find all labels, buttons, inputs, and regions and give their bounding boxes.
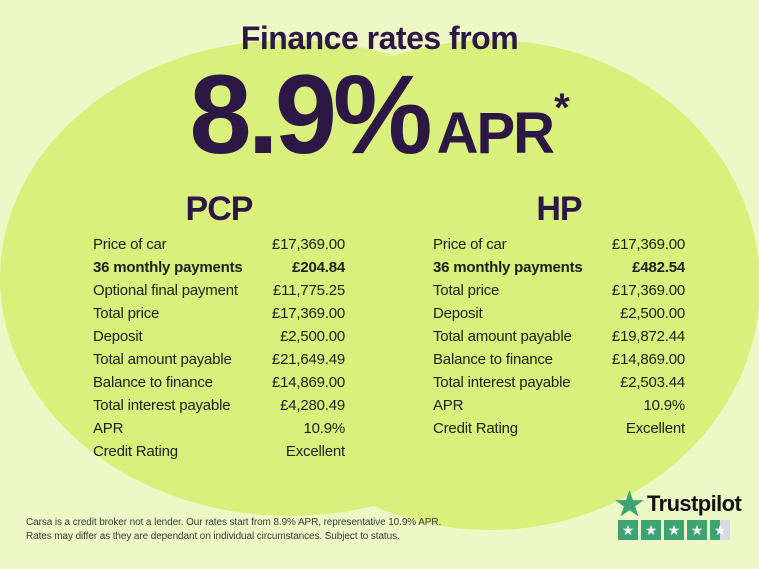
- row-label: Total amount payable: [93, 351, 232, 368]
- row-value: £4,280.49: [280, 397, 345, 414]
- row-label: APR: [433, 397, 464, 414]
- row-label: Price of car: [93, 236, 167, 253]
- row-value: Excellent: [625, 420, 685, 437]
- row-label: Balance to finance: [433, 351, 553, 368]
- row-value: 10.9%: [303, 420, 345, 437]
- row-value: £17,369.00: [611, 282, 685, 299]
- disclaimer-line: Rates may differ as they are dependant o…: [26, 530, 400, 542]
- finance-row: APR 10.9%: [93, 417, 345, 440]
- row-value: £2,500.00: [620, 305, 685, 322]
- row-value: £19,872.44: [611, 328, 685, 345]
- trustpilot-star-logo-icon: [615, 489, 644, 517]
- row-value: £21,649.49: [271, 351, 345, 368]
- row-label: Total interest payable: [93, 397, 231, 414]
- row-value: £17,369.00: [611, 236, 685, 253]
- finance-row: Price of car £17,369.00: [93, 233, 345, 256]
- trustpilot-star-icon: ★: [687, 520, 707, 540]
- background-blob-right: [220, 40, 759, 530]
- pcp-column: PCP Price of car £17,369.00 36 monthly pay…: [93, 188, 345, 463]
- finance-row: Deposit £2,500.00: [93, 325, 345, 348]
- disclaimer-line: Carsa is a credit broker not a lender. O…: [26, 517, 442, 528]
- row-label: Credit Rating: [93, 443, 178, 460]
- row-label: Balance to finance: [93, 374, 213, 391]
- finance-row: Price of car £17,369.00: [433, 233, 685, 256]
- trustpilot-star-icon: ★: [710, 520, 730, 540]
- finance-row: Credit Rating Excellent: [433, 417, 685, 440]
- rate-unit: APR: [436, 101, 555, 166]
- finance-row: Deposit £2,500.00: [433, 302, 685, 325]
- row-value: £14,869.00: [271, 374, 345, 391]
- finance-row: Total price £17,369.00: [93, 302, 345, 325]
- finance-row: 36 monthly payments £204.84: [93, 256, 345, 279]
- rate-value: 8.9%: [189, 52, 432, 177]
- trustpilot-star-icon: ★: [641, 520, 661, 540]
- pcp-table: Price of car £17,369.00 36 monthly payment…: [93, 233, 345, 463]
- finance-row: Balance to finance £14,869.00: [433, 348, 685, 371]
- trustpilot-star-icon: ★: [618, 520, 638, 540]
- row-value: £2,503.44: [620, 374, 685, 391]
- trustpilot-brand-label: Trustpilot: [647, 490, 742, 516]
- trustpilot-star-icon: ★: [664, 520, 684, 540]
- finance-row: Total interest payable £2,503.44: [433, 371, 685, 394]
- row-label: Total price: [93, 305, 160, 322]
- trustpilot-logo: Trustpilot: [615, 489, 742, 518]
- trustpilot-stars: ★ ★ ★ ★ ★: [615, 520, 741, 540]
- row-label: APR: [93, 420, 124, 437]
- row-label: Price of car: [433, 236, 507, 253]
- row-label: Credit Rating: [433, 420, 518, 437]
- headline-rate: 8.9% APR *: [0, 52, 759, 177]
- row-value: £14,869.00: [611, 351, 685, 368]
- finance-row: Total amount payable £21,649.49: [93, 348, 345, 371]
- finance-row: Credit Rating Excellent: [93, 440, 345, 463]
- row-value: 10.9%: [643, 397, 685, 414]
- pcp-heading: PCP: [185, 190, 254, 228]
- row-value: £11,775.25: [273, 282, 345, 299]
- row-label: 36 monthly payments: [93, 259, 243, 276]
- row-label: Optional final payment: [93, 282, 238, 299]
- row-label: Total price: [433, 282, 500, 299]
- hp-column: HP Price of car £17,369.00 36 monthly paym…: [433, 188, 685, 440]
- row-label: Deposit: [433, 305, 483, 322]
- row-value: Excellent: [285, 443, 345, 460]
- row-value: £204.84: [292, 259, 345, 276]
- hp-heading: HP: [536, 190, 582, 228]
- finance-row: Total interest payable £4,280.49: [93, 394, 345, 417]
- finance-row: Total price £17,369.00: [433, 279, 685, 302]
- finance-row: Optional final payment £11,775.25: [93, 279, 345, 302]
- rate-asterisk: *: [554, 86, 570, 130]
- row-label: 36 monthly payments: [433, 259, 583, 276]
- row-value: £17,369.00: [271, 236, 345, 253]
- hp-table: Price of car £17,369.00 36 monthly payment…: [433, 233, 685, 440]
- trustpilot-widget[interactable]: Trustpilot ★ ★ ★ ★ ★: [615, 489, 742, 540]
- row-value: £482.54: [632, 259, 685, 276]
- finance-row: Total amount payable £19,872.44: [433, 325, 685, 348]
- row-label: Total interest payable: [433, 374, 571, 391]
- legal-disclaimer: Carsa is a credit broker not a lender. O…: [26, 516, 441, 543]
- row-value: £2,500.00: [280, 328, 345, 345]
- banner-title: Finance rates from: [240, 20, 519, 56]
- finance-row: 36 monthly payments £482.54: [433, 256, 685, 279]
- row-label: Total amount payable: [433, 328, 572, 345]
- finance-row: APR 10.9%: [433, 394, 685, 417]
- finance-row: Balance to finance £14,869.00: [93, 371, 345, 394]
- row-value: £17,369.00: [271, 305, 345, 322]
- row-label: Deposit: [93, 328, 143, 345]
